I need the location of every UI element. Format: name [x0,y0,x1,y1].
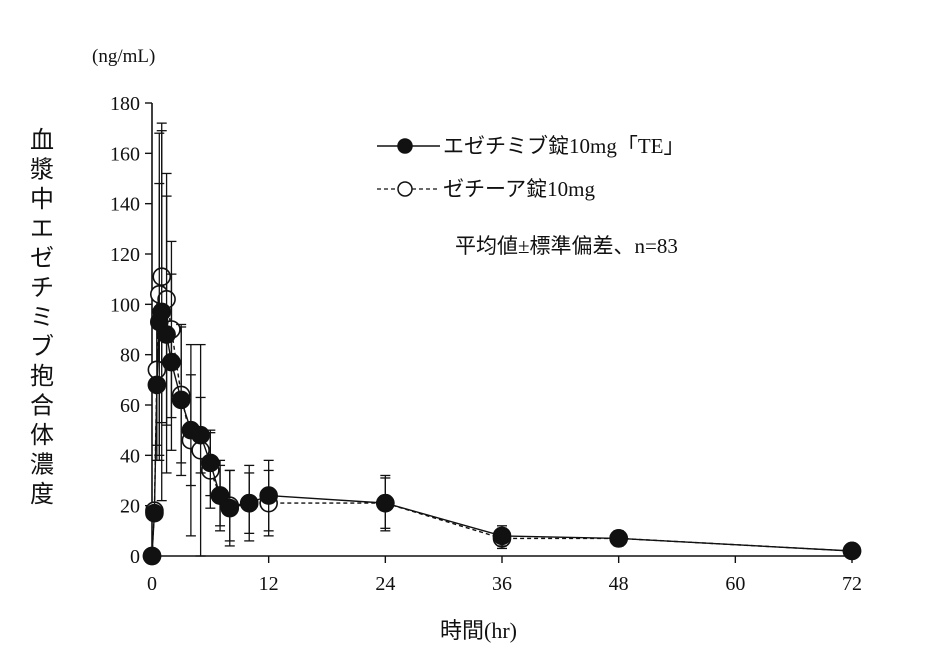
legend-label-te: エゼチミブ錠10mg「TE」 [443,134,685,158]
data-point [201,453,220,473]
data-point [191,425,210,445]
data-point [220,498,240,518]
series-layer [142,122,862,566]
data-point [162,352,181,372]
y-tick-label: 180 [110,93,140,115]
x-tick-label: 72 [842,573,862,595]
x-tick-label: 24 [375,573,395,595]
y-tick-label: 100 [110,294,140,316]
data-point [142,546,162,566]
y-axis-title-char: 漿 [30,157,54,184]
legend: エゼチミブ錠10mg「TE」 ゼチーア錠10mg [377,134,685,201]
x-axis-title: 時間(hr) [440,618,517,643]
y-axis-title-char: ブ [30,334,54,361]
legend-marker-te [397,138,413,154]
y-axis-title-char: 合 [30,393,54,420]
data-point [842,541,862,561]
axes [151,103,852,557]
y-tick-label: 20 [120,496,140,518]
data-point [157,325,176,344]
data-point [239,493,259,513]
legend-marker-zetia [397,181,413,197]
x-tick-label: 36 [492,573,512,595]
data-point [171,390,191,410]
x-tick-label: 12 [259,573,279,595]
y-axis-title-char: 中 [30,186,54,213]
data-point [609,529,628,548]
y-axis-title-char: 度 [30,481,54,508]
y-unit-label: (ng/mL) [92,46,155,67]
data-point [259,486,278,505]
data-point [210,486,230,505]
data-point [145,503,164,523]
y-tick-label: 160 [110,143,140,165]
y-tick-label: 0 [130,546,140,568]
y-axis-title-char: 濃 [30,452,54,479]
stats-note: 平均値±標準偏差、n=83 [455,234,678,258]
x-ticks: 0 12 24 36 48 60 72 [147,556,862,595]
y-ticks: 0 20 40 60 80 100 120 140 160 180 [110,93,152,568]
y-axis-title-char: チ [30,276,54,302]
x-tick-label: 0 [147,573,157,595]
y-axis-title-char: 抱 [30,363,54,390]
data-point [147,375,167,395]
data-point [492,526,512,546]
x-tick-label: 60 [725,573,745,595]
y-axis-title-char: ゼ [30,245,54,272]
data-point [376,493,395,513]
data-point [152,302,172,322]
series-te [142,122,862,566]
x-tick-label: 48 [609,573,629,595]
y-axis-title-char: 体 [30,422,54,449]
y-axis-title-char: エ [30,217,54,243]
series-line [151,276,853,557]
y-axis-title-char: 血 [30,127,54,154]
y-tick-label: 40 [120,445,140,467]
legend-label-zetia: ゼチーア錠10mg [443,177,595,201]
y-axis-title-char: ミ [30,305,54,331]
y-tick-label: 140 [110,194,140,216]
y-tick-label: 120 [110,244,140,266]
series-line [151,311,853,557]
y-tick-label: 60 [120,395,140,417]
y-tick-label: 80 [120,345,140,367]
